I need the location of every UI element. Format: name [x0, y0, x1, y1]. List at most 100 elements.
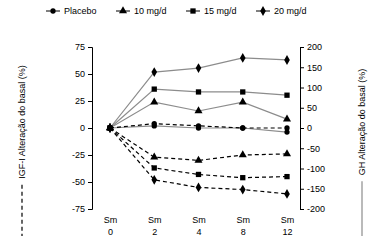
y-axis-title-key — [21, 185, 22, 236]
series-marker — [240, 185, 246, 195]
y2-axis-title: GH Alteração do basal (%) — [357, 69, 367, 176]
series-marker — [107, 123, 113, 133]
series-marker — [196, 172, 201, 177]
y-tick-label: 25 — [75, 96, 85, 106]
x-tick-label: Sm8 — [237, 215, 251, 237]
series-marker — [240, 89, 245, 94]
series-marker — [240, 53, 246, 63]
y2-tick: -100 — [300, 164, 325, 174]
y2-tick: 200 — [300, 42, 322, 52]
series-marker — [194, 106, 202, 113]
y2-tick-mark — [300, 47, 304, 48]
y2-tick: -200 — [300, 204, 325, 214]
x-tick-label: Sm0 — [104, 215, 118, 237]
y2-axis-title-key — [361, 181, 362, 236]
x-tick: Sm4 — [192, 215, 206, 237]
y-tick-mark — [88, 155, 92, 156]
y-tick-mark — [88, 101, 92, 102]
x-tick: Sm12 — [281, 215, 295, 237]
series-marker — [284, 55, 290, 65]
legend-label: Placebo — [64, 6, 97, 16]
x-tick: Sm8 — [237, 215, 251, 237]
y2-tick-label: 0 — [307, 123, 312, 133]
series-line — [110, 128, 287, 194]
series-line — [110, 58, 287, 128]
series-marker — [196, 182, 202, 192]
y2-tick-mark — [300, 108, 304, 109]
y2-tick-label: 100 — [307, 83, 322, 93]
y-tick: 0 — [80, 123, 92, 133]
legend-item: Placebo — [46, 6, 97, 16]
series-line — [110, 124, 287, 128]
chart: -75 -50 -25 0 25 50 75 -200 -150 -100 -50 0 50 100 150… — [0, 0, 388, 240]
y2-tick-mark — [300, 169, 304, 170]
y-tick-mark — [88, 74, 92, 75]
series-marker — [239, 97, 247, 104]
y-tick-mark — [88, 209, 92, 210]
y2-tick: -150 — [300, 184, 325, 194]
plot-area — [106, 53, 291, 199]
series-marker — [239, 150, 247, 157]
y2-tick-label: -200 — [307, 204, 325, 214]
y-tick: -25 — [72, 150, 92, 160]
y-tick-label: 50 — [75, 69, 85, 79]
y2-tick-label: -50 — [307, 144, 320, 154]
legend-swatch-marker — [190, 8, 195, 13]
y-tick-mark — [88, 47, 92, 48]
series-marker — [284, 93, 289, 98]
y-tick: 50 — [75, 69, 92, 79]
y2-tick-label: 150 — [307, 63, 322, 73]
y-tick-label: 0 — [80, 123, 85, 133]
y-axis: -75-50-250255075 — [72, 42, 93, 214]
x-tick-label: Sm2 — [148, 215, 162, 237]
series-marker — [196, 123, 201, 128]
series-marker — [150, 153, 158, 160]
series-marker — [151, 175, 157, 185]
y-tick: -75 — [72, 204, 92, 214]
series-marker — [107, 123, 113, 133]
y-tick: 75 — [75, 42, 92, 52]
y2-tick-label: -150 — [307, 184, 325, 194]
series-line — [110, 128, 287, 178]
series-marker — [283, 149, 291, 156]
series-marker — [152, 121, 157, 126]
y2-tick: -50 — [300, 144, 320, 154]
y2-tick-mark — [300, 88, 304, 89]
y-tick-label: -75 — [72, 204, 85, 214]
legend-item: 15 mg/d — [186, 6, 237, 16]
series-marker — [284, 189, 290, 199]
y2-tick-mark — [300, 128, 304, 129]
series-line — [110, 128, 287, 160]
y2-tick-mark — [300, 148, 304, 149]
legend: Placebo 10 mg/d 15 mg/d 20 mg/d — [46, 6, 307, 16]
legend-swatch-marker — [260, 6, 266, 16]
y2-axis: -200 -150 -100 -50 0 50 100 150 200 — [300, 42, 325, 214]
series-marker — [194, 156, 202, 163]
series-line — [110, 102, 287, 128]
legend-item: 20 mg/d — [256, 6, 307, 16]
series-marker — [240, 125, 245, 130]
x-axis: Sm0 Sm2 Sm4 Sm8 Sm12 — [104, 215, 295, 237]
legend-label: 20 mg/d — [274, 6, 307, 16]
x-tick-label: Sm12 — [281, 215, 295, 237]
legend-swatch-marker — [50, 8, 55, 13]
y2-axis-line — [301, 48, 305, 210]
legend-swatch-marker — [119, 6, 127, 13]
series-marker — [284, 174, 289, 179]
series-marker — [150, 97, 158, 104]
y2-tick-mark — [300, 189, 304, 190]
y-axis-title: IGF-I Alteração do basal (%) — [17, 65, 27, 179]
y-tick-mark — [88, 182, 92, 183]
legend-label: 15 mg/d — [204, 6, 237, 16]
y2-tick: 50 — [300, 103, 317, 113]
y2-tick: 0 — [300, 123, 312, 133]
series-marker — [283, 114, 291, 121]
series-marker — [196, 63, 202, 73]
y2-tick-label: 50 — [307, 103, 317, 113]
legend-item: 10 mg/d — [116, 6, 167, 16]
y2-tick-label: -100 — [307, 164, 325, 174]
y-tick: 25 — [75, 96, 92, 106]
series-marker — [240, 125, 245, 130]
y2-tick-mark — [300, 209, 304, 210]
series-marker — [240, 175, 245, 180]
